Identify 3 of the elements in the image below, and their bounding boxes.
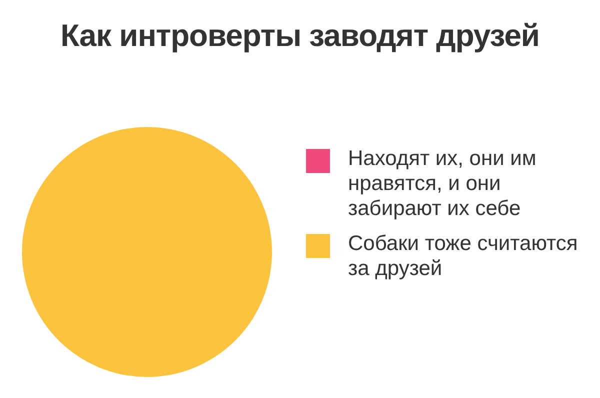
legend-label: Собаки тоже считаются за друзей	[348, 231, 579, 281]
chart-title: Как интроверты заводят друзей	[59, 18, 540, 54]
legend-label: Находят их, они им нравятся, и они забирают их себе	[348, 146, 538, 221]
